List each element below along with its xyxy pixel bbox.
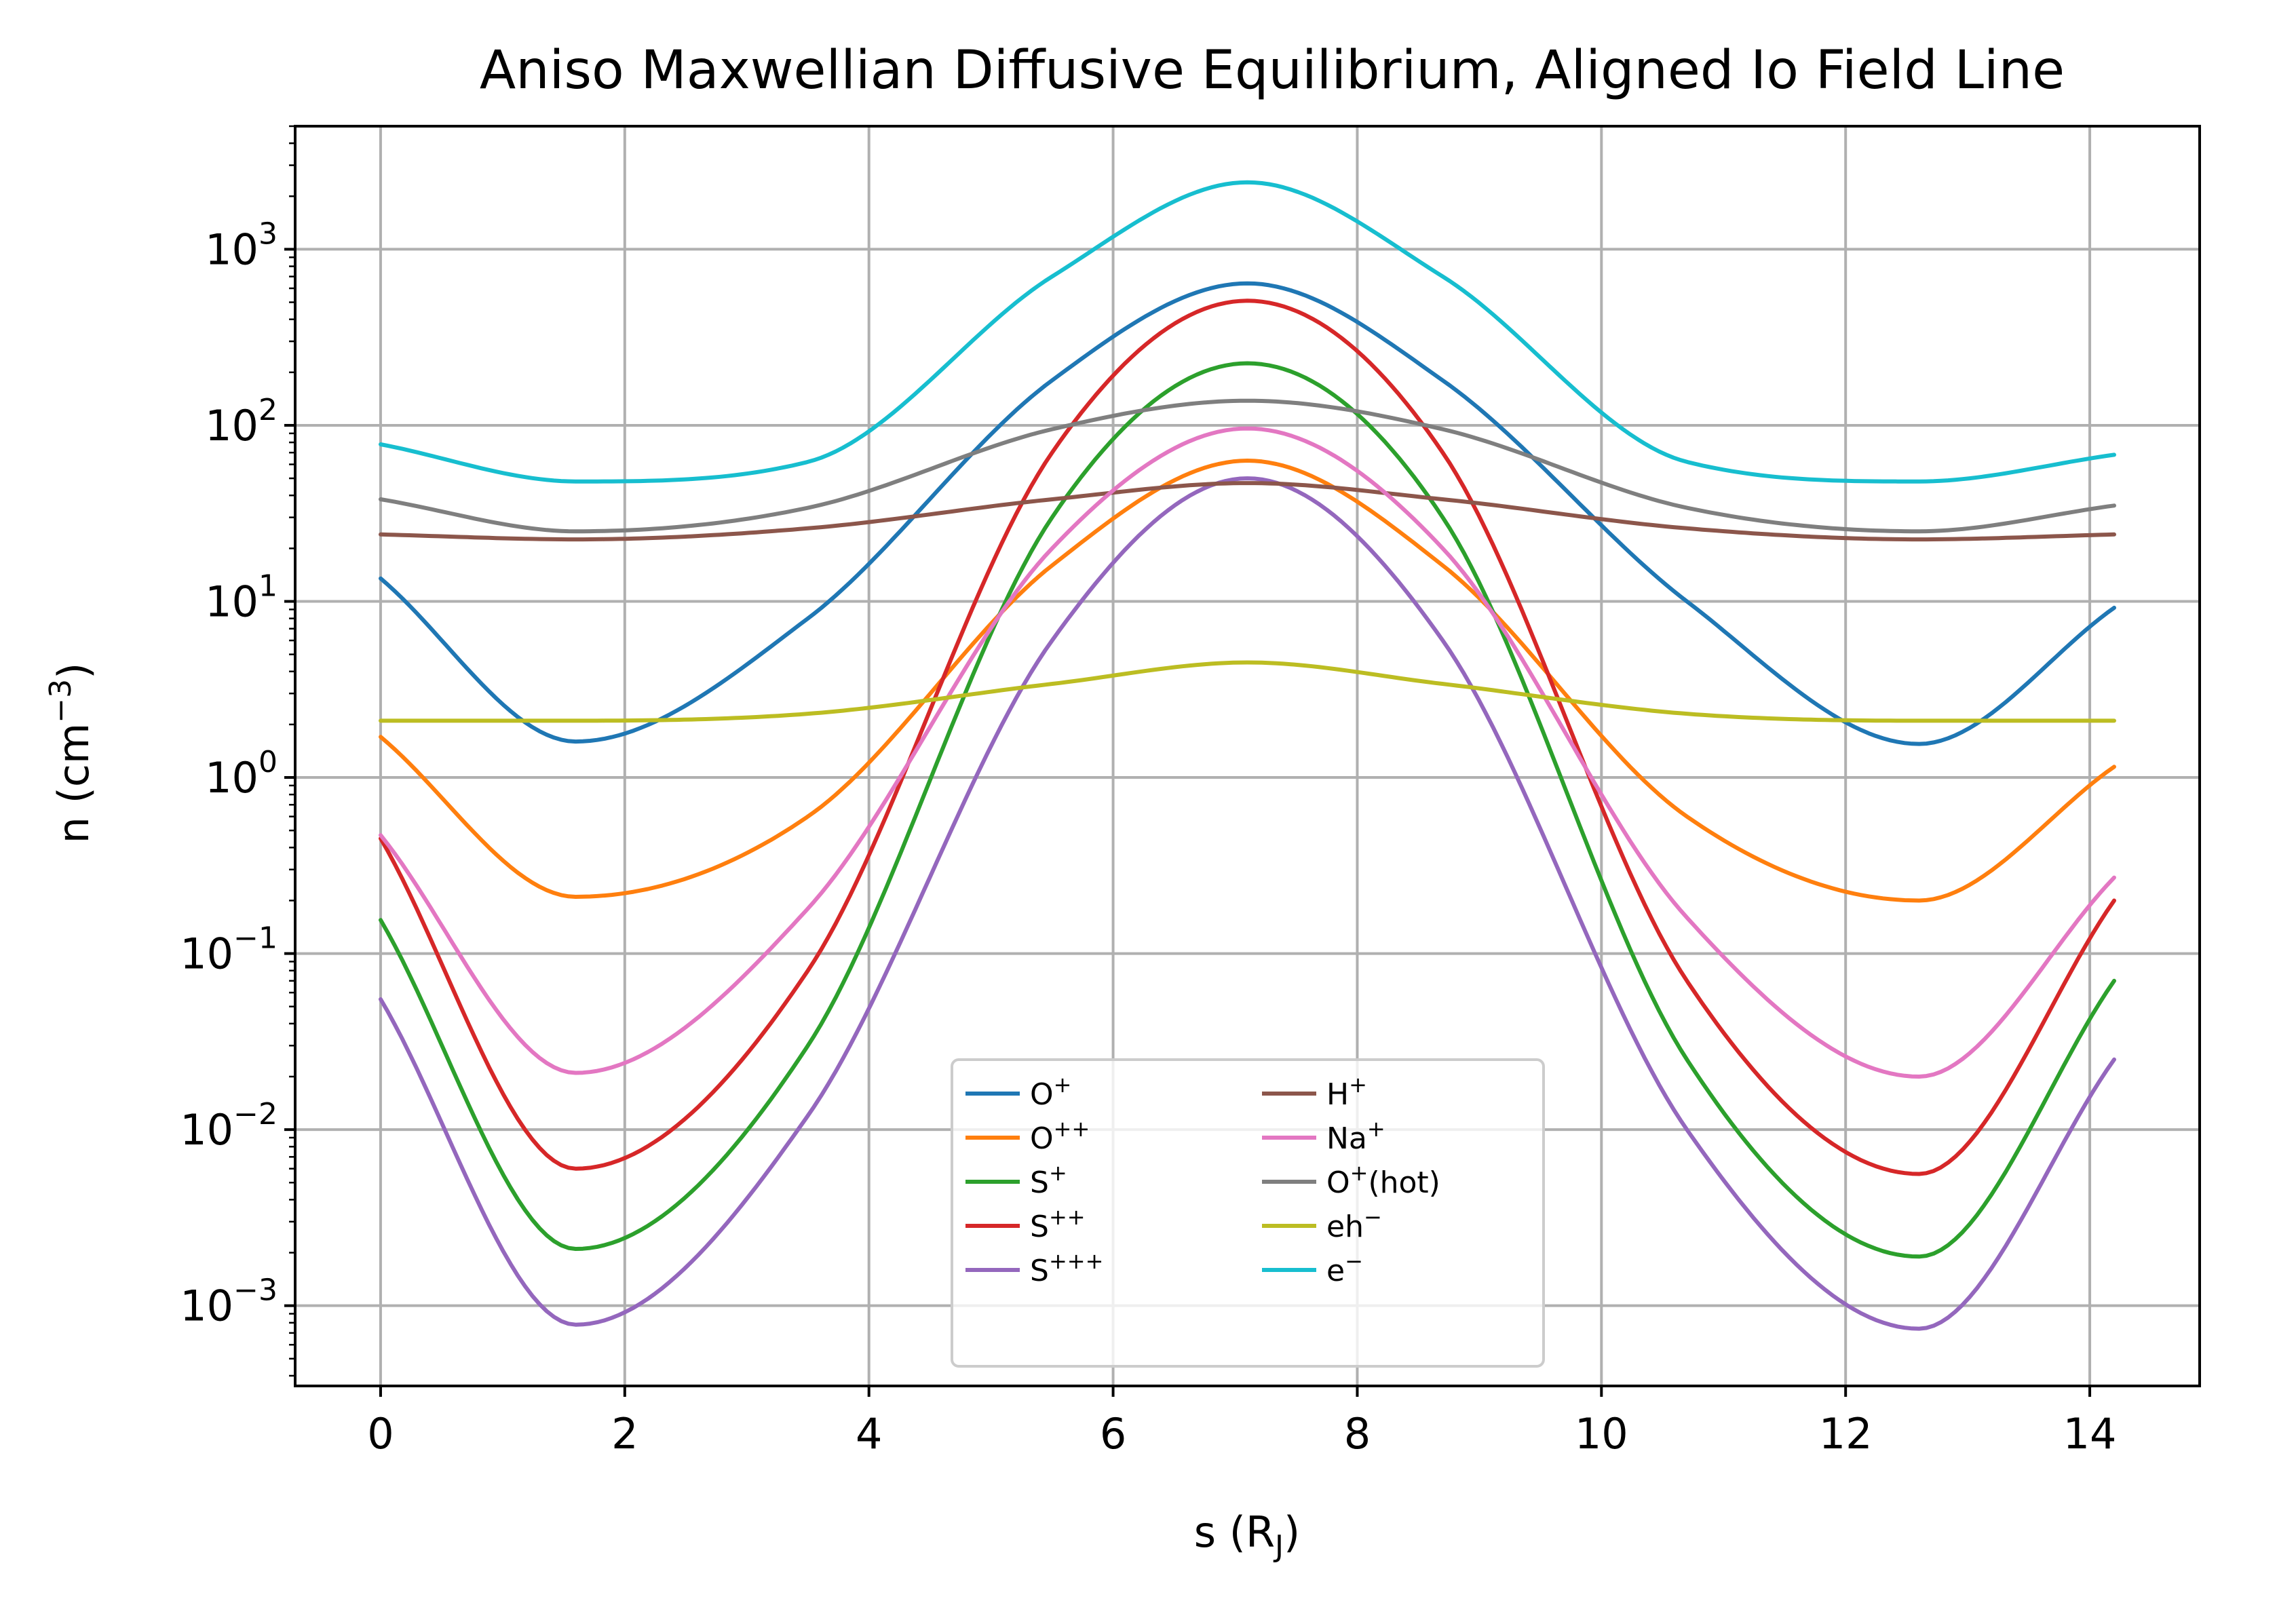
legend-label: O+(hot) [1326, 1160, 1440, 1200]
x-tick-label: 8 [1344, 1409, 1371, 1459]
x-tick-label: 12 [1819, 1409, 1873, 1459]
y-tick-label: 103 [205, 216, 278, 274]
series-line-8 [379, 660, 2116, 723]
y-axis-label: n (cm−3) [43, 663, 98, 844]
x-axis-label: s (RJ) [1194, 1507, 1300, 1564]
plot-frame [294, 125, 2201, 1387]
legend-label: S+++ [1030, 1248, 1103, 1288]
x-tick-label: 14 [2063, 1409, 2117, 1459]
y-axis: 10−3 10−2 10−1 100 101 102 103 [180, 125, 295, 1377]
y-tick-label: 10−1 [180, 921, 278, 979]
legend-label: S+ [1030, 1160, 1067, 1200]
legend-label: O+ [1030, 1072, 1071, 1112]
y-tick-label: 10−3 [180, 1273, 278, 1331]
x-tick-label: 10 [1575, 1409, 1628, 1459]
chart-title: Aniso Maxwellian Diffusive Equilibrium, … [480, 40, 2065, 101]
legend-label: H+ [1326, 1072, 1367, 1112]
y-tick-label: 101 [205, 568, 278, 626]
y-tick-label: 10−2 [180, 1097, 278, 1155]
x-tick-label: 6 [1100, 1409, 1126, 1459]
legend-box [951, 1058, 1545, 1368]
series-line-6 [379, 426, 2116, 1079]
series-line-0 [379, 281, 2116, 746]
x-tick-label: 4 [856, 1409, 882, 1459]
series-line-3 [379, 298, 2116, 1176]
series-line-7 [379, 398, 2116, 534]
legend-label: O++ [1030, 1116, 1090, 1156]
legend-label: Na+ [1326, 1116, 1385, 1156]
series-line-9 [379, 180, 2116, 484]
grid [295, 126, 2200, 1386]
legend-label: S++ [1030, 1204, 1086, 1244]
y-tick-label: 102 [205, 393, 278, 450]
series-line-5 [379, 481, 2116, 542]
series-line-2 [379, 361, 2116, 1259]
legend-label: e− [1326, 1248, 1363, 1288]
legend: O+O++S+S++S+++ H+Na+O+(hot)eh−e− [951, 1058, 1545, 1368]
y-tick-label: 100 [205, 745, 278, 803]
series-line-4 [379, 476, 2116, 1331]
legend-label: eh− [1326, 1204, 1382, 1244]
x-tick-label: 2 [611, 1409, 638, 1459]
series-layer [379, 180, 2116, 1331]
x-tick-label: 0 [367, 1409, 394, 1459]
x-axis: 0 2 4 6 8 10 12 14 [367, 1386, 2117, 1459]
series-line-1 [379, 459, 2116, 903]
